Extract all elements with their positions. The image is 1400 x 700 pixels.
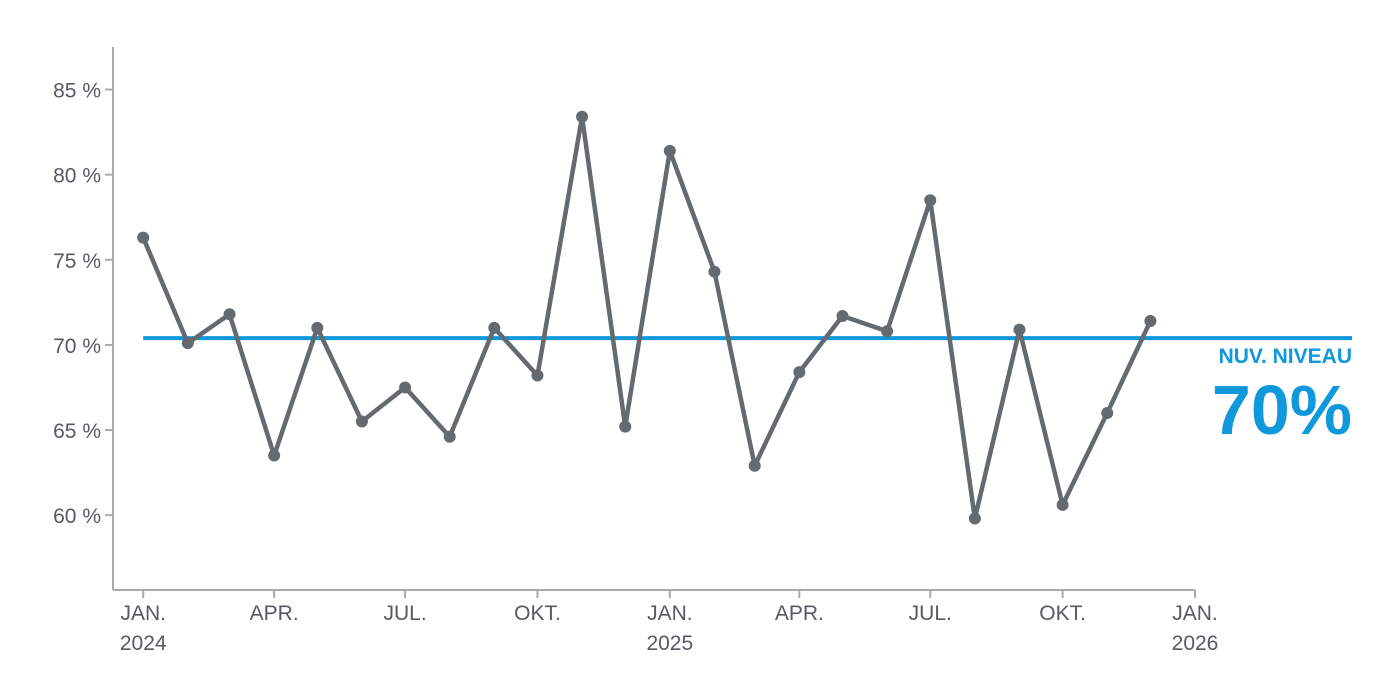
x-tick-label: OKT. (1039, 602, 1086, 625)
y-tick-label: 75 % (53, 250, 101, 273)
x-tick-label: JUL. (383, 602, 426, 625)
data-point (619, 420, 632, 433)
y-tick-label: 85 % (53, 80, 101, 103)
y-tick-label: 65 % (53, 420, 101, 443)
data-point (311, 321, 324, 334)
y-tick-label: 60 % (53, 505, 101, 528)
y-tick-label: 80 % (53, 165, 101, 188)
x-tick-label: APR. (775, 602, 824, 625)
data-point (223, 308, 236, 321)
data-point (576, 110, 589, 123)
x-tick-label: JAN. 2024 (120, 602, 167, 655)
data-point (488, 321, 501, 334)
x-tick-label: APR. (250, 602, 299, 625)
data-point (663, 144, 676, 157)
reference-label: NUV. NIVEAU (1219, 345, 1352, 368)
data-point (137, 231, 150, 244)
data-point (443, 430, 456, 443)
x-tick-label: JUL. (909, 602, 952, 625)
data-point (1144, 315, 1157, 328)
data-point (836, 309, 849, 322)
reference-value-label: 70% (1212, 371, 1352, 449)
data-point (1013, 323, 1026, 336)
x-tick-label: JAN. 2026 (1172, 602, 1219, 655)
x-tick-label: OKT. (514, 602, 561, 625)
data-point (881, 325, 894, 338)
data-point (968, 512, 981, 525)
data-point (708, 265, 721, 278)
data-point (181, 337, 194, 350)
data-point (793, 366, 806, 379)
y-tick-label: 70 % (53, 335, 101, 358)
x-tick-label: JAN. 2025 (646, 602, 693, 655)
data-point (748, 459, 761, 472)
data-point (531, 369, 544, 382)
data-point (1056, 498, 1069, 511)
data-point (399, 381, 412, 394)
data-point (1101, 406, 1114, 419)
data-point (268, 449, 281, 462)
data-line (141, 114, 1153, 521)
data-point (924, 194, 937, 207)
data-point (355, 415, 368, 428)
